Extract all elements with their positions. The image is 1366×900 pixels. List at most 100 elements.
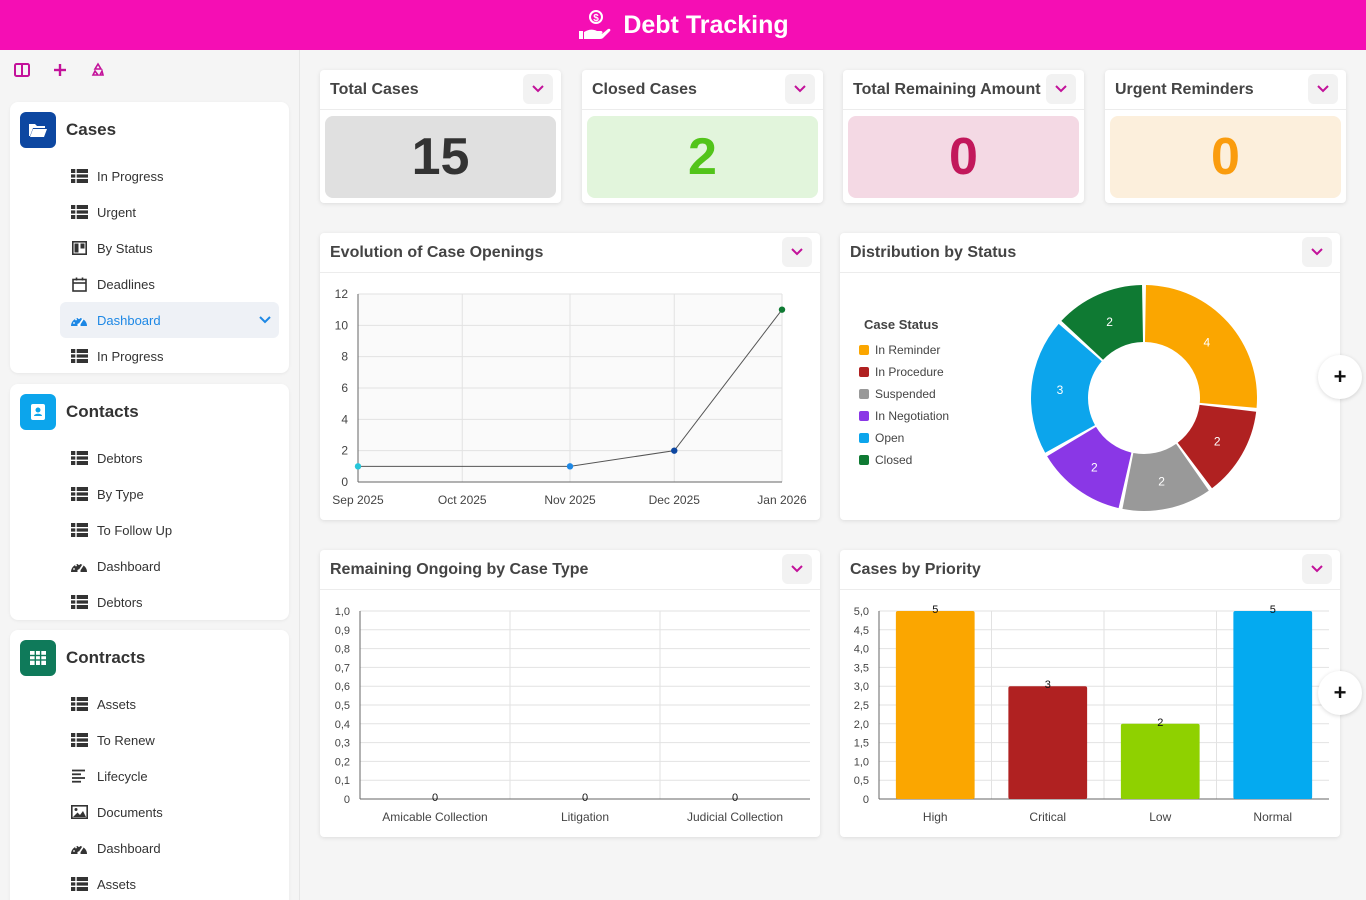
sidebar-item-contracts-documents[interactable]: Documents — [10, 794, 289, 830]
card-menu-button[interactable] — [1308, 74, 1338, 104]
kpi-value: 0 — [848, 116, 1079, 198]
panel-icon[interactable] — [12, 60, 32, 80]
y-tick-label: 0,5 — [854, 775, 869, 787]
card-menu-button[interactable] — [782, 554, 812, 584]
table-icon — [70, 486, 88, 502]
sidebar-item-cases-deadlines[interactable]: Deadlines — [10, 266, 289, 302]
y-tick-label: 0,4 — [335, 719, 350, 731]
group-title-contacts: Contacts — [66, 402, 139, 421]
hand-coin-icon: $ — [579, 10, 611, 39]
add-icon[interactable] — [50, 60, 70, 80]
refresh-icon[interactable] — [88, 60, 108, 80]
bar — [895, 611, 975, 799]
sidebar-item-contacts-to-follow-up[interactable]: To Follow Up — [10, 512, 289, 548]
sidebar-item-cases-by-status[interactable]: By Status — [10, 230, 289, 266]
kpi-title: Urgent Reminders — [1105, 70, 1346, 110]
legend-swatch — [859, 411, 869, 421]
card-menu-button[interactable] — [1302, 237, 1332, 267]
sidebar-item-contacts-by-type[interactable]: By Type — [10, 476, 289, 512]
y-tick-label: 0,2 — [335, 756, 350, 768]
legend-label: In Procedure — [875, 365, 944, 379]
card-menu-button[interactable] — [1046, 74, 1076, 104]
sidebar-item-contacts-debtors[interactable]: Debtors — [10, 584, 289, 620]
y-tick-label: 3,0 — [854, 681, 869, 693]
data-label: 0 — [582, 792, 588, 804]
sidebar-item-contracts-dashboard[interactable]: Dashboard — [10, 830, 289, 866]
data-point — [354, 463, 362, 470]
x-tick-label: Oct 2025 — [438, 493, 487, 507]
chevron-down-icon — [1311, 565, 1323, 573]
data-label: 3 — [1045, 679, 1051, 691]
bar — [1120, 723, 1200, 799]
x-tick-label: Judicial Collection — [687, 810, 783, 824]
card-menu-button[interactable] — [523, 74, 553, 104]
sidebar-item-contracts-to-renew[interactable]: To Renew — [10, 722, 289, 758]
sidebar-item-contracts-assets[interactable]: Assets — [10, 866, 289, 900]
sidebar-item-cases-dashboard[interactable]: Dashboard — [60, 302, 279, 338]
bar-chart-case-type: 0 0,1 0,2 0,3 0,4 0,5 0,6 0,7 0,8 0,9 1,0 0 Amicable… — [335, 606, 810, 824]
slice-label: 4 — [1203, 335, 1210, 349]
y-tick-label: 0,6 — [335, 681, 350, 693]
card-menu-button[interactable] — [785, 74, 815, 104]
sidebar-item-contracts-lifecycle[interactable]: Lifecycle — [10, 758, 289, 794]
y-tick-label: 1,5 — [854, 738, 869, 750]
kpi-card-closed-cases: Closed Cases 2 — [582, 70, 823, 203]
x-tick-label: Jan 2026 — [757, 493, 807, 507]
kpi-card-total-cases: Total Cases 15 — [320, 70, 561, 203]
y-tick-label: 0 — [863, 794, 869, 806]
sidebar-item-contacts-dashboard[interactable]: Dashboard — [10, 548, 289, 584]
table-icon — [70, 450, 88, 466]
chevron-down-icon — [1055, 85, 1067, 93]
y-tick-label: 0,1 — [335, 775, 350, 787]
kpi-title: Total Cases — [320, 70, 561, 110]
kpi-title: Closed Cases — [582, 70, 823, 110]
sidebar-item-label: Debtors — [97, 594, 143, 610]
add-widget-button[interactable]: + — [1318, 671, 1362, 715]
card-menu-button[interactable] — [782, 237, 812, 267]
add-widget-button[interactable]: + — [1318, 355, 1362, 399]
kpi-title: Total Remaining Amount — [843, 70, 1084, 110]
legend-swatch — [859, 433, 869, 443]
sidebar: Cases In Progress Urgent By Status Deadline… — [0, 50, 300, 900]
sidebar-item-label: Documents — [97, 804, 163, 820]
card-cases-by-priority: Cases by Priority 0 0,5 1,0 1,5 2,0 2,5 3,0 3,5… — [840, 550, 1340, 837]
y-tick-label: 0 — [344, 794, 350, 806]
kpi-value: 2 — [587, 116, 818, 198]
y-tick-label: 2,0 — [854, 719, 869, 731]
sidebar-item-cases-in-progress[interactable]: In Progress — [10, 338, 289, 374]
sidebar-item-label: To Renew — [97, 732, 155, 748]
y-tick-label: 0,8 — [335, 644, 350, 656]
x-tick-label: Amicable Collection — [382, 810, 487, 824]
chevron-down-icon[interactable] — [259, 312, 271, 327]
y-tick-label: 0,9 — [335, 625, 350, 637]
x-tick-label: Sep 2025 — [332, 493, 384, 507]
kanban-icon — [70, 240, 88, 256]
sidebar-item-label: Deadlines — [97, 276, 155, 292]
table-icon — [70, 594, 88, 610]
x-tick-label: High — [923, 810, 948, 824]
group-header-contacts[interactable]: Contacts — [10, 384, 289, 440]
group-header-contracts[interactable]: Contracts — [10, 630, 289, 686]
sidebar-item-cases-urgent[interactable]: Urgent — [10, 194, 289, 230]
card-remaining-by-type: Remaining Ongoing by Case Type 0 0,1 0,2 0,… — [320, 550, 820, 837]
data-point — [566, 463, 574, 470]
card-menu-button[interactable] — [1302, 554, 1332, 584]
x-tick-label: Dec 2025 — [649, 493, 701, 507]
x-tick-label: Low — [1149, 810, 1171, 824]
group-title-contracts: Contracts — [66, 648, 146, 667]
legend-label: Suspended — [875, 387, 936, 401]
chevron-down-icon — [791, 565, 803, 573]
chevron-down-icon — [791, 248, 803, 256]
sidebar-item-contracts-assets[interactable]: Assets — [10, 686, 289, 722]
chevron-down-icon — [1311, 248, 1323, 256]
table-icon — [70, 522, 88, 538]
group-header-cases[interactable]: Cases — [10, 102, 289, 158]
list-icon — [70, 768, 88, 784]
calendar-icon — [70, 276, 88, 292]
top-bar: $ Debt Tracking — [0, 0, 1366, 50]
pie-slice — [1122, 443, 1209, 511]
legend-label: Closed — [875, 453, 912, 467]
sidebar-item-cases-in-progress[interactable]: In Progress — [10, 158, 289, 194]
gallery-icon — [70, 804, 88, 820]
sidebar-item-contacts-debtors[interactable]: Debtors — [10, 440, 289, 476]
